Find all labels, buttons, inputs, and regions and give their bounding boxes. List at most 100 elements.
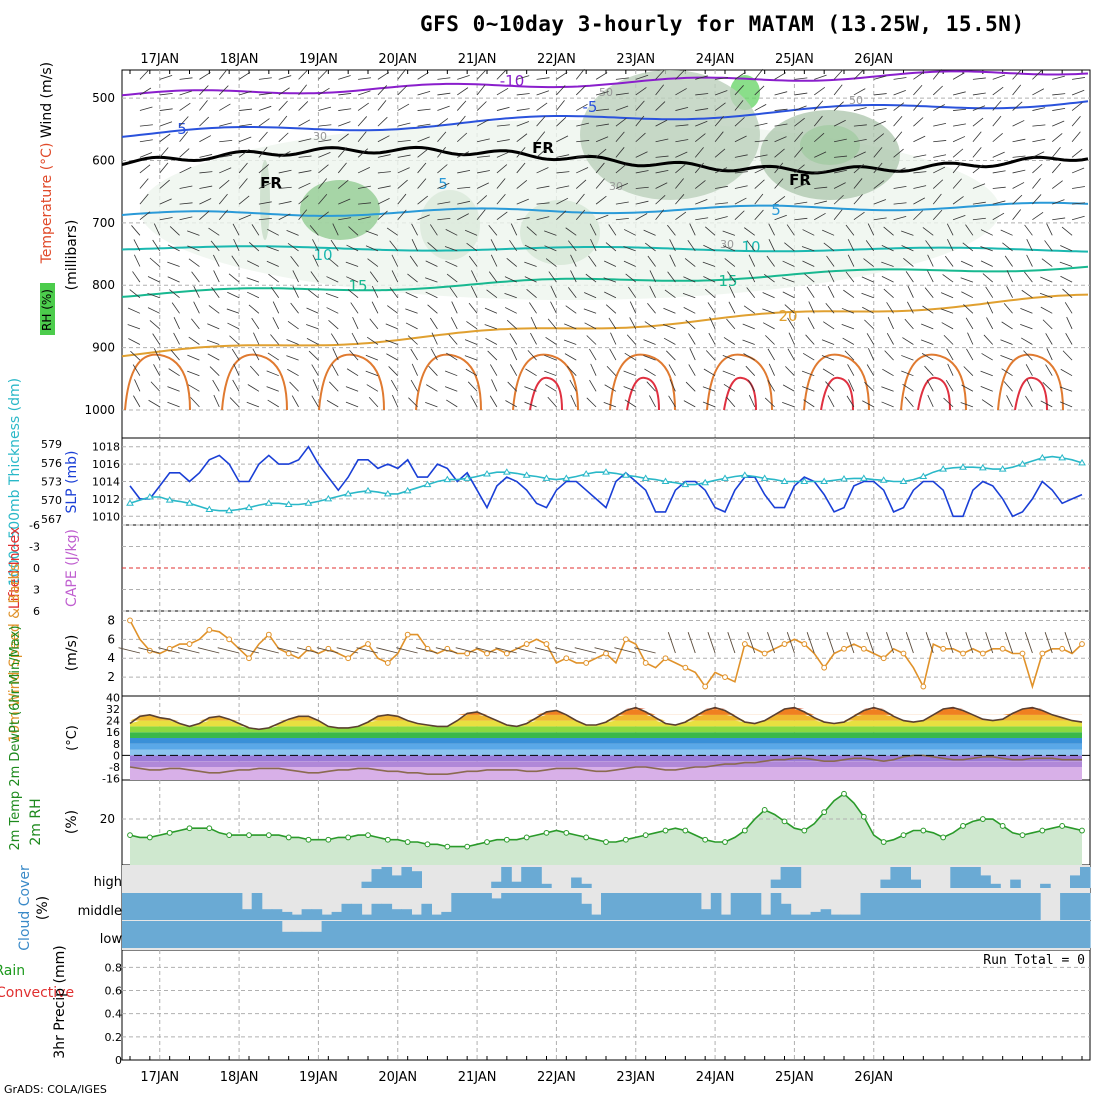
thickness-series-marker (978, 463, 987, 471)
cloud-bar-middle (421, 903, 432, 920)
wind10m-barb (296, 647, 319, 654)
wind-barb (1045, 333, 1053, 345)
cloud-bar-low (1010, 921, 1021, 948)
wind-barb (170, 349, 180, 361)
wind-barb (278, 213, 291, 221)
cloud-bar-low (670, 921, 682, 948)
wind-barb (1023, 350, 1033, 361)
wind-barb (504, 292, 517, 299)
wind-barb (861, 292, 874, 299)
wind-barb (683, 400, 696, 408)
wind-barb (635, 115, 645, 127)
temp2m-tick-label: -8 (109, 761, 120, 774)
wind10m-tick-label: 6 (107, 632, 115, 646)
wind-barb (823, 321, 835, 330)
wind-barb (179, 131, 189, 142)
cloud-bar-low (970, 921, 981, 948)
lifted-index-tick-label: 3 (33, 584, 40, 597)
wind-barb (536, 148, 547, 158)
thickness-series-marker (364, 486, 372, 494)
wind-barb (428, 365, 438, 376)
wind-barb (1026, 379, 1033, 392)
cloud-bar-low (261, 921, 273, 948)
wind-barb (566, 366, 577, 376)
wind10m-barb (138, 647, 160, 654)
cloud-bar-low (151, 921, 163, 948)
wind-barb (227, 291, 240, 299)
isotherm-30 (1014, 376, 1048, 411)
wind10m-series-marker (503, 650, 510, 657)
wind-barb (489, 364, 498, 376)
wind10m-axis-label: 10m Wind Speed & Barbs (7, 563, 23, 742)
wind-barb (529, 302, 537, 314)
wind-barb (584, 322, 597, 330)
wind-barb (813, 100, 824, 111)
wind-barb (814, 200, 827, 205)
wind-barb (1072, 77, 1086, 80)
wind-barb (318, 69, 328, 80)
wind-barb (318, 151, 331, 158)
cloud-bar-middle (650, 893, 662, 920)
wind-barb (199, 100, 208, 111)
wind-barb (437, 182, 450, 189)
wind-barb (946, 223, 954, 236)
wind-barb (1039, 292, 1053, 299)
wind-barb (1059, 401, 1073, 408)
thickness-series-marker (859, 474, 868, 481)
wind-barb (325, 292, 339, 299)
cloud-bar-low (122, 921, 133, 948)
wind-barb (913, 171, 927, 174)
wind-barb (742, 339, 755, 345)
thickness-series-marker (1058, 453, 1067, 461)
wind-barb (544, 370, 557, 377)
wind-barb (556, 171, 570, 174)
wind-barb (318, 106, 332, 111)
wind-barb (675, 178, 684, 189)
wind-barb (715, 202, 729, 205)
thickness-series-marker (542, 474, 551, 481)
wind-barb (814, 170, 828, 174)
wind-barb (903, 257, 914, 267)
wind-barb (425, 291, 438, 299)
wind-barb (238, 149, 250, 158)
wind-barb (774, 72, 786, 80)
wind-barb (608, 224, 617, 236)
wind-barb (191, 271, 200, 283)
cloud-bar-middle (321, 914, 333, 920)
wind-barb (843, 289, 855, 299)
wind-barb (258, 105, 272, 111)
cloud-bar-middle (451, 893, 462, 920)
wind-barb (932, 179, 944, 189)
wind10m-series-marker (722, 674, 728, 681)
bottom-day-label: 18JAN (220, 1070, 259, 1085)
bottom-day-label: 21JAN (458, 1070, 497, 1085)
wind-barb (703, 244, 716, 252)
precip-unit-label: 3hr Precip (mm) (52, 945, 68, 1058)
wind-barb (1040, 306, 1053, 314)
rh2m-series-marker (146, 834, 153, 841)
wind-barb (366, 336, 379, 345)
wind10m-series-marker (682, 664, 689, 671)
wind-barb (944, 255, 954, 267)
wind-barb (952, 215, 966, 221)
wind-barb (345, 261, 359, 267)
wind-barb (805, 334, 815, 345)
wind-barb (933, 104, 945, 111)
wind-barb (675, 194, 685, 205)
wind-barb (585, 273, 597, 283)
wind-barb (476, 119, 489, 127)
rh2m-series-marker (444, 843, 451, 850)
wind10m-series (127, 617, 1085, 690)
isotherm-30 (917, 376, 951, 411)
thickness-series-marker (483, 470, 491, 477)
wind-barb (734, 210, 745, 221)
wind-barb (1060, 275, 1073, 283)
cloud-bar-low (271, 921, 283, 948)
cloud-bar-middle (441, 911, 452, 920)
wind-barb (286, 355, 299, 361)
chart-title: GFS 0~10day 3-hourly for MATAM (13.25W, … (420, 12, 1025, 36)
wind-barb (456, 100, 467, 111)
wind-barb (547, 318, 557, 330)
wind-barb (448, 334, 458, 345)
wind-barb (952, 196, 964, 205)
